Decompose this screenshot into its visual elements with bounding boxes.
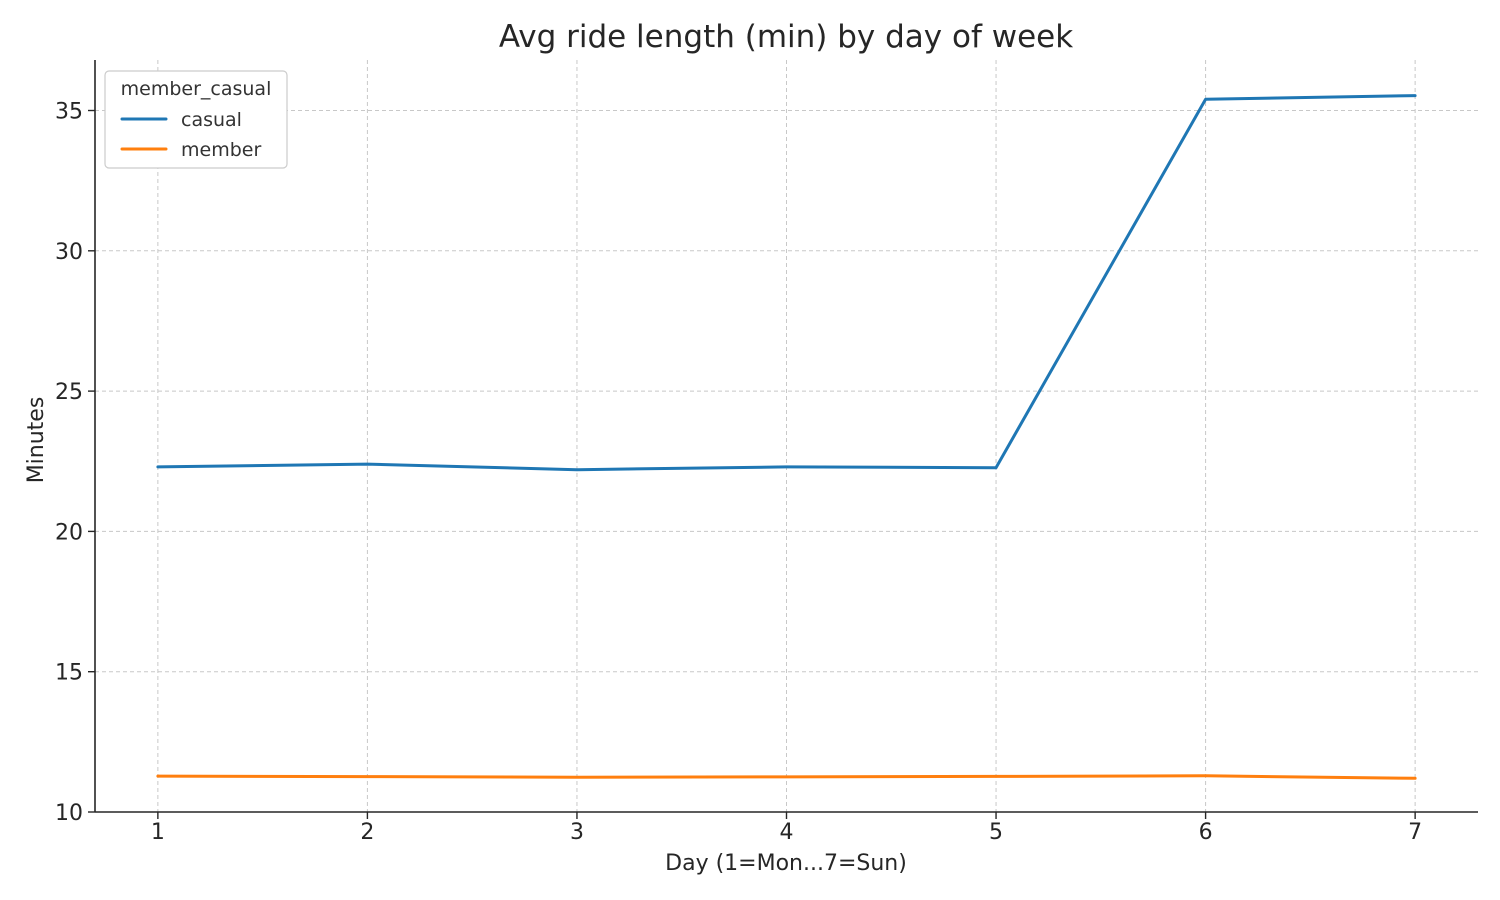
legend-title: member_casual (121, 78, 272, 100)
y-tick-label: 30 (55, 240, 83, 265)
x-axis-label: Day (1=Mon...7=Sun) (665, 851, 907, 876)
series-line-casual (156, 94, 1417, 472)
series-line-member (156, 774, 1417, 780)
y-tick-label: 10 (55, 801, 83, 826)
y-axis-label: Minutes (24, 397, 49, 484)
y-tick-label: 20 (55, 520, 83, 545)
x-tick-label: 5 (989, 820, 1003, 845)
legend: member_casual casual member (104, 70, 288, 169)
grid-lines (95, 60, 1478, 813)
x-tick-label: 4 (780, 820, 794, 845)
legend-label-casual: casual (181, 109, 242, 131)
y-tick-label: 25 (55, 380, 83, 405)
x-tick-label: 1 (151, 820, 165, 845)
y-tick-label: 35 (55, 100, 83, 125)
x-tick-label: 7 (1408, 820, 1422, 845)
x-tick-label: 2 (360, 820, 374, 845)
legend-box (104, 70, 288, 169)
legend-label-member: member (181, 139, 261, 161)
x-tick-label: 6 (1199, 820, 1213, 845)
y-axis-ticks: 10 15 20 25 30 35 (55, 100, 95, 826)
series-lines (156, 94, 1417, 780)
y-tick-label: 15 (55, 661, 83, 686)
x-tick-label: 3 (570, 820, 584, 845)
chart-title: Avg ride length (min) by day of week (499, 19, 1073, 55)
x-axis-ticks: 1 2 3 4 5 6 7 (151, 812, 1422, 845)
